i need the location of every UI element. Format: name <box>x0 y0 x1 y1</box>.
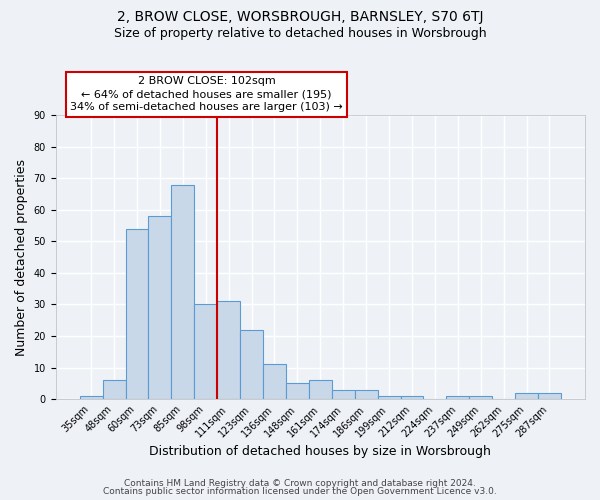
Y-axis label: Number of detached properties: Number of detached properties <box>15 158 28 356</box>
Bar <box>332 390 355 399</box>
Bar <box>401 396 424 399</box>
Bar <box>286 384 309 399</box>
Text: Size of property relative to detached houses in Worsbrough: Size of property relative to detached ho… <box>113 28 487 40</box>
Bar <box>309 380 332 399</box>
Bar <box>172 184 194 399</box>
Bar <box>469 396 492 399</box>
X-axis label: Distribution of detached houses by size in Worsbrough: Distribution of detached houses by size … <box>149 444 491 458</box>
Text: Contains HM Land Registry data © Crown copyright and database right 2024.: Contains HM Land Registry data © Crown c… <box>124 478 476 488</box>
Bar <box>263 364 286 399</box>
Bar <box>217 302 240 399</box>
Bar <box>125 229 148 399</box>
Bar <box>355 390 377 399</box>
Text: Contains public sector information licensed under the Open Government Licence v3: Contains public sector information licen… <box>103 487 497 496</box>
Bar <box>80 396 103 399</box>
Bar <box>515 393 538 399</box>
Text: 2, BROW CLOSE, WORSBROUGH, BARNSLEY, S70 6TJ: 2, BROW CLOSE, WORSBROUGH, BARNSLEY, S70… <box>117 10 483 24</box>
Bar <box>240 330 263 399</box>
Bar <box>446 396 469 399</box>
Bar <box>148 216 172 399</box>
Bar <box>538 393 561 399</box>
Bar <box>377 396 401 399</box>
Bar <box>103 380 125 399</box>
Bar <box>194 304 217 399</box>
Text: 2 BROW CLOSE: 102sqm
← 64% of detached houses are smaller (195)
34% of semi-deta: 2 BROW CLOSE: 102sqm ← 64% of detached h… <box>70 76 343 112</box>
